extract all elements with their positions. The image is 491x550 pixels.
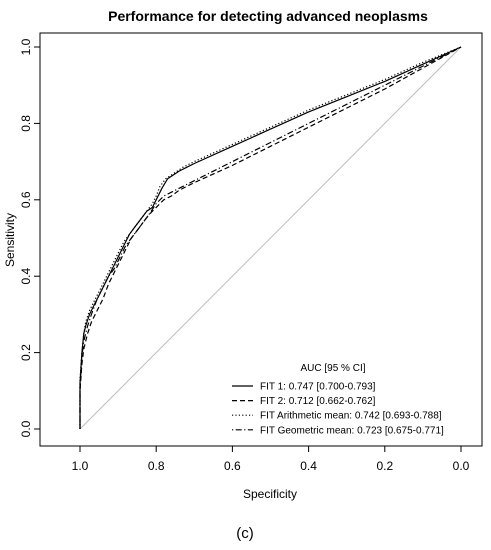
legend-entries: FIT 1: 0.747 [0.700-0.793] FIT 2: 0.712 [… <box>232 382 444 436</box>
y-tick-label-5: 1.0 <box>19 38 33 55</box>
legend-entry-0: FIT 1: 0.747 [0.700-0.793] <box>260 382 376 393</box>
plot-frame <box>39 32 483 447</box>
y-tick-label-1: 0.2 <box>19 344 33 361</box>
y-tick-label-2: 0.4 <box>19 268 33 285</box>
roc-curves <box>79 46 462 429</box>
x-tick-label-2: 0.6 <box>224 459 241 473</box>
legend-entry-2: FIT Arithmetic mean: 0.742 [0.693-0.788] <box>260 411 442 422</box>
chart-title: Performance for detecting advanced neopl… <box>108 8 428 24</box>
legend-entry-1: FIT 2: 0.712 [0.662-0.762] <box>260 396 376 407</box>
x-tick-label-4: 0.2 <box>376 459 393 473</box>
x-tick-label-1: 0.8 <box>148 459 165 473</box>
series-line-fit-2 <box>79 46 462 429</box>
figure-caption: (c) <box>236 525 254 542</box>
y-tick-label-0: 0.0 <box>19 420 33 437</box>
y-axis: 0.0 0.2 0.4 0.6 0.8 1.0 <box>19 38 40 437</box>
x-axis: 1.0 0.8 0.6 0.4 0.2 0.0 <box>72 446 470 473</box>
legend: AUC [95 % CI] FIT 1: 0.747 [0.700-0.793]… <box>232 363 444 436</box>
x-tick-label-3: 0.4 <box>300 459 317 473</box>
x-axis-label: Specificity <box>243 487 297 501</box>
y-axis-label: Sensitivity <box>3 213 17 267</box>
series-line-fit-1 <box>79 46 462 429</box>
series-line-fit-arithmetic-mean <box>79 46 462 429</box>
y-tick-label-3: 0.6 <box>19 191 33 208</box>
x-tick-label-5: 0.0 <box>453 459 470 473</box>
legend-entry-3: FIT Geometric mean: 0.723 [0.675-0.771] <box>260 425 444 436</box>
y-tick-label-4: 0.8 <box>19 115 33 132</box>
reference-diagonal <box>79 46 462 430</box>
legend-title: AUC [95 % CI] <box>300 363 365 374</box>
x-tick-label-0: 1.0 <box>72 459 89 473</box>
